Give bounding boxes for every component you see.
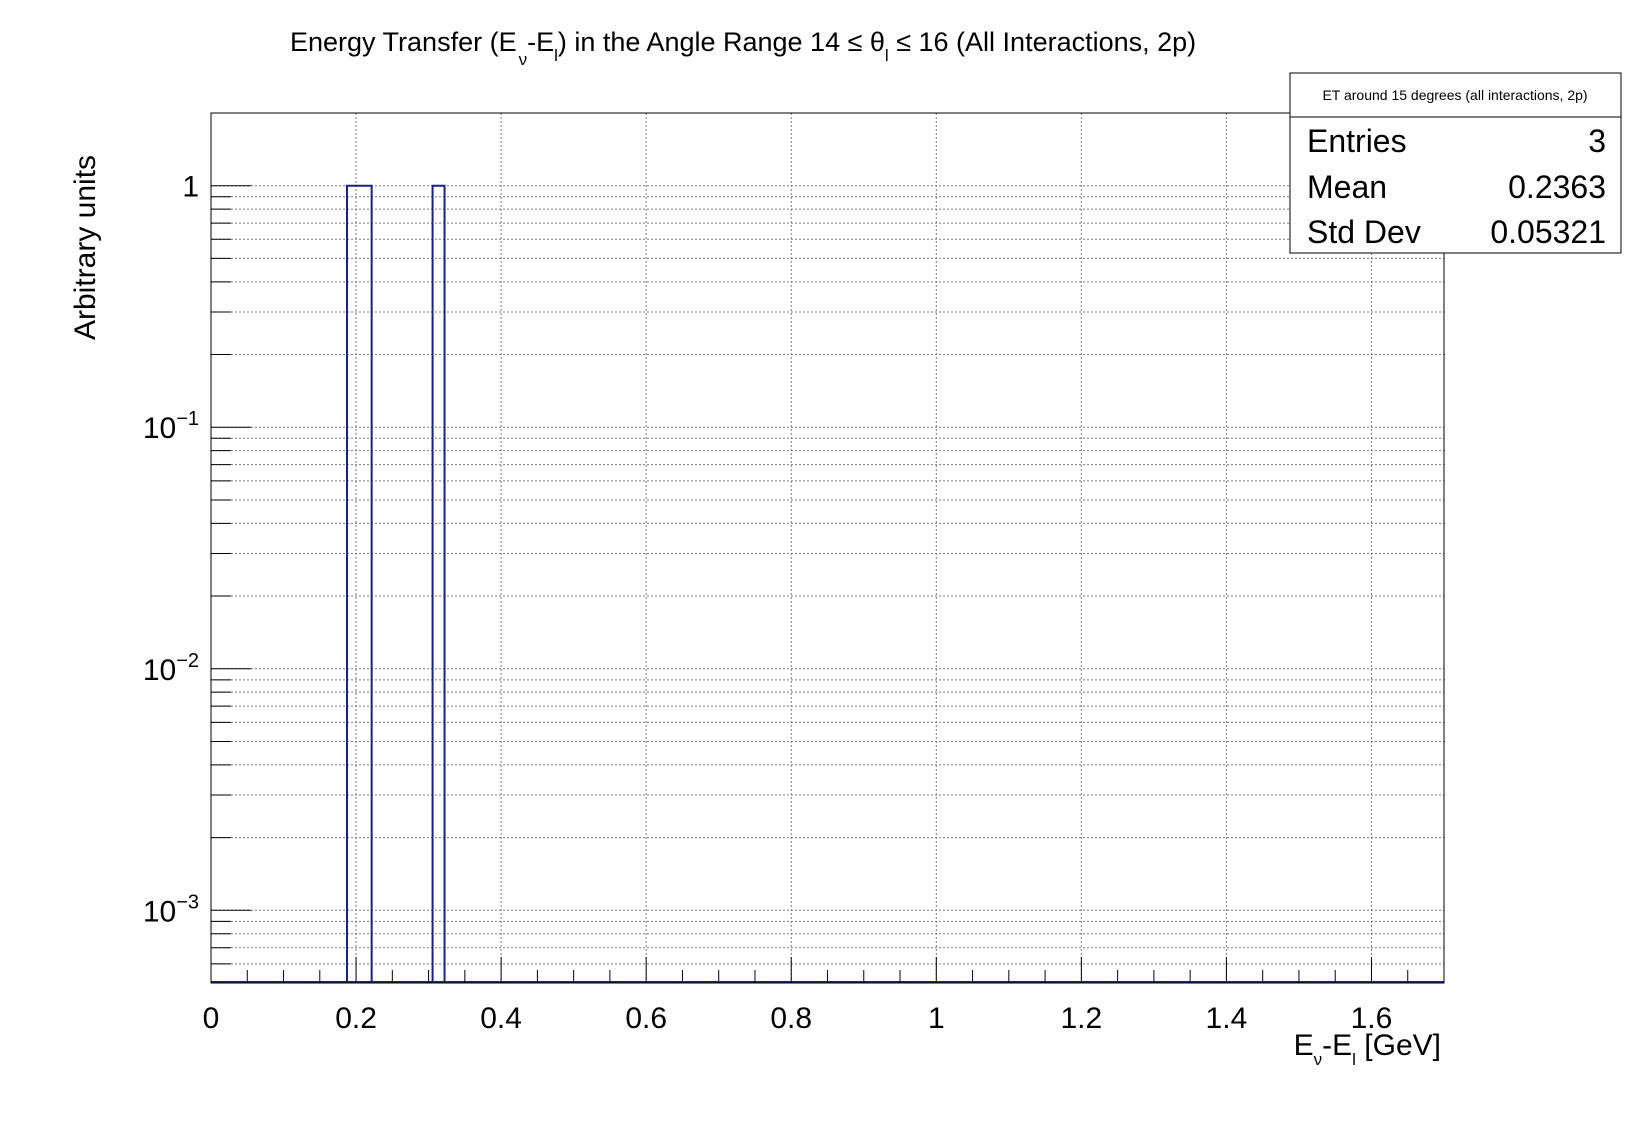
- x-tick-label: 0.4: [480, 1002, 522, 1035]
- x-axis-title: Eν-El [GeV]: [1294, 1029, 1441, 1069]
- histogram-bin: [345, 184, 373, 983]
- x-tick-labels: 0 0.2 0.4 0.6 0.8 1 1.2 1.4 1.6: [203, 1002, 1393, 1035]
- plot-frame-border: [210, 112, 1445, 984]
- y-tick-label: 10−3: [143, 891, 199, 928]
- stats-box-title: ET around 15 degrees (all interactions, …: [1322, 87, 1587, 103]
- y-tick-labels: 1 10−1 10−2 10−3: [143, 171, 199, 929]
- x-tick-label: 1.4: [1206, 1002, 1248, 1035]
- x-tick-label: 0.6: [625, 1002, 667, 1035]
- stats-box: ET around 15 degrees (all interactions, …: [1289, 72, 1622, 254]
- y-axis-title: Arbitrary units: [69, 155, 102, 340]
- stats-box-frame: [1289, 72, 1622, 254]
- stats-rows: Entries 3 Mean 0.2363 Std Dev 0.05321: [1307, 123, 1606, 250]
- title-nu-subscript: ν: [519, 50, 528, 69]
- stats-value: 3: [1588, 123, 1606, 159]
- x-tick-label: 1: [928, 1002, 945, 1035]
- x-tick-label: 1.6: [1351, 1002, 1393, 1035]
- chart-title: Energy Transfer (Eν-El) in the Angle Ran…: [290, 27, 1196, 69]
- stats-label: Entries: [1307, 123, 1407, 159]
- stats-label: Mean: [1307, 169, 1387, 205]
- stats-value: 0.05321: [1490, 214, 1606, 250]
- y-tick-label: 10−2: [143, 650, 199, 687]
- title-suffix: ≤ 16 (All Interactions, 2p): [889, 27, 1196, 57]
- title-theta-subscript: l: [885, 46, 889, 65]
- x-tick-label: 1.2: [1060, 1002, 1102, 1035]
- title-prefix: Energy Transfer (E: [290, 27, 517, 57]
- plot-area: [211, 113, 1444, 983]
- x-tick-label: 0: [203, 1002, 220, 1035]
- x-tick-label: 0.8: [770, 1002, 812, 1035]
- y-tick-label: 10−1: [143, 408, 199, 445]
- title-mid1: -E: [527, 27, 554, 57]
- stats-value: 0.2363: [1508, 169, 1606, 205]
- title-l-subscript: l: [554, 46, 558, 65]
- histogram-bin: [431, 184, 446, 983]
- title-mid2: ) in the Angle Range 14 ≤ θ: [558, 27, 885, 57]
- x-tick-label: 0.2: [335, 1002, 377, 1035]
- stats-label: Std Dev: [1307, 214, 1421, 250]
- y-tick-label: 1: [182, 171, 199, 204]
- axis-ticks: [210, 112, 1409, 984]
- grid-lines: [211, 112, 1444, 984]
